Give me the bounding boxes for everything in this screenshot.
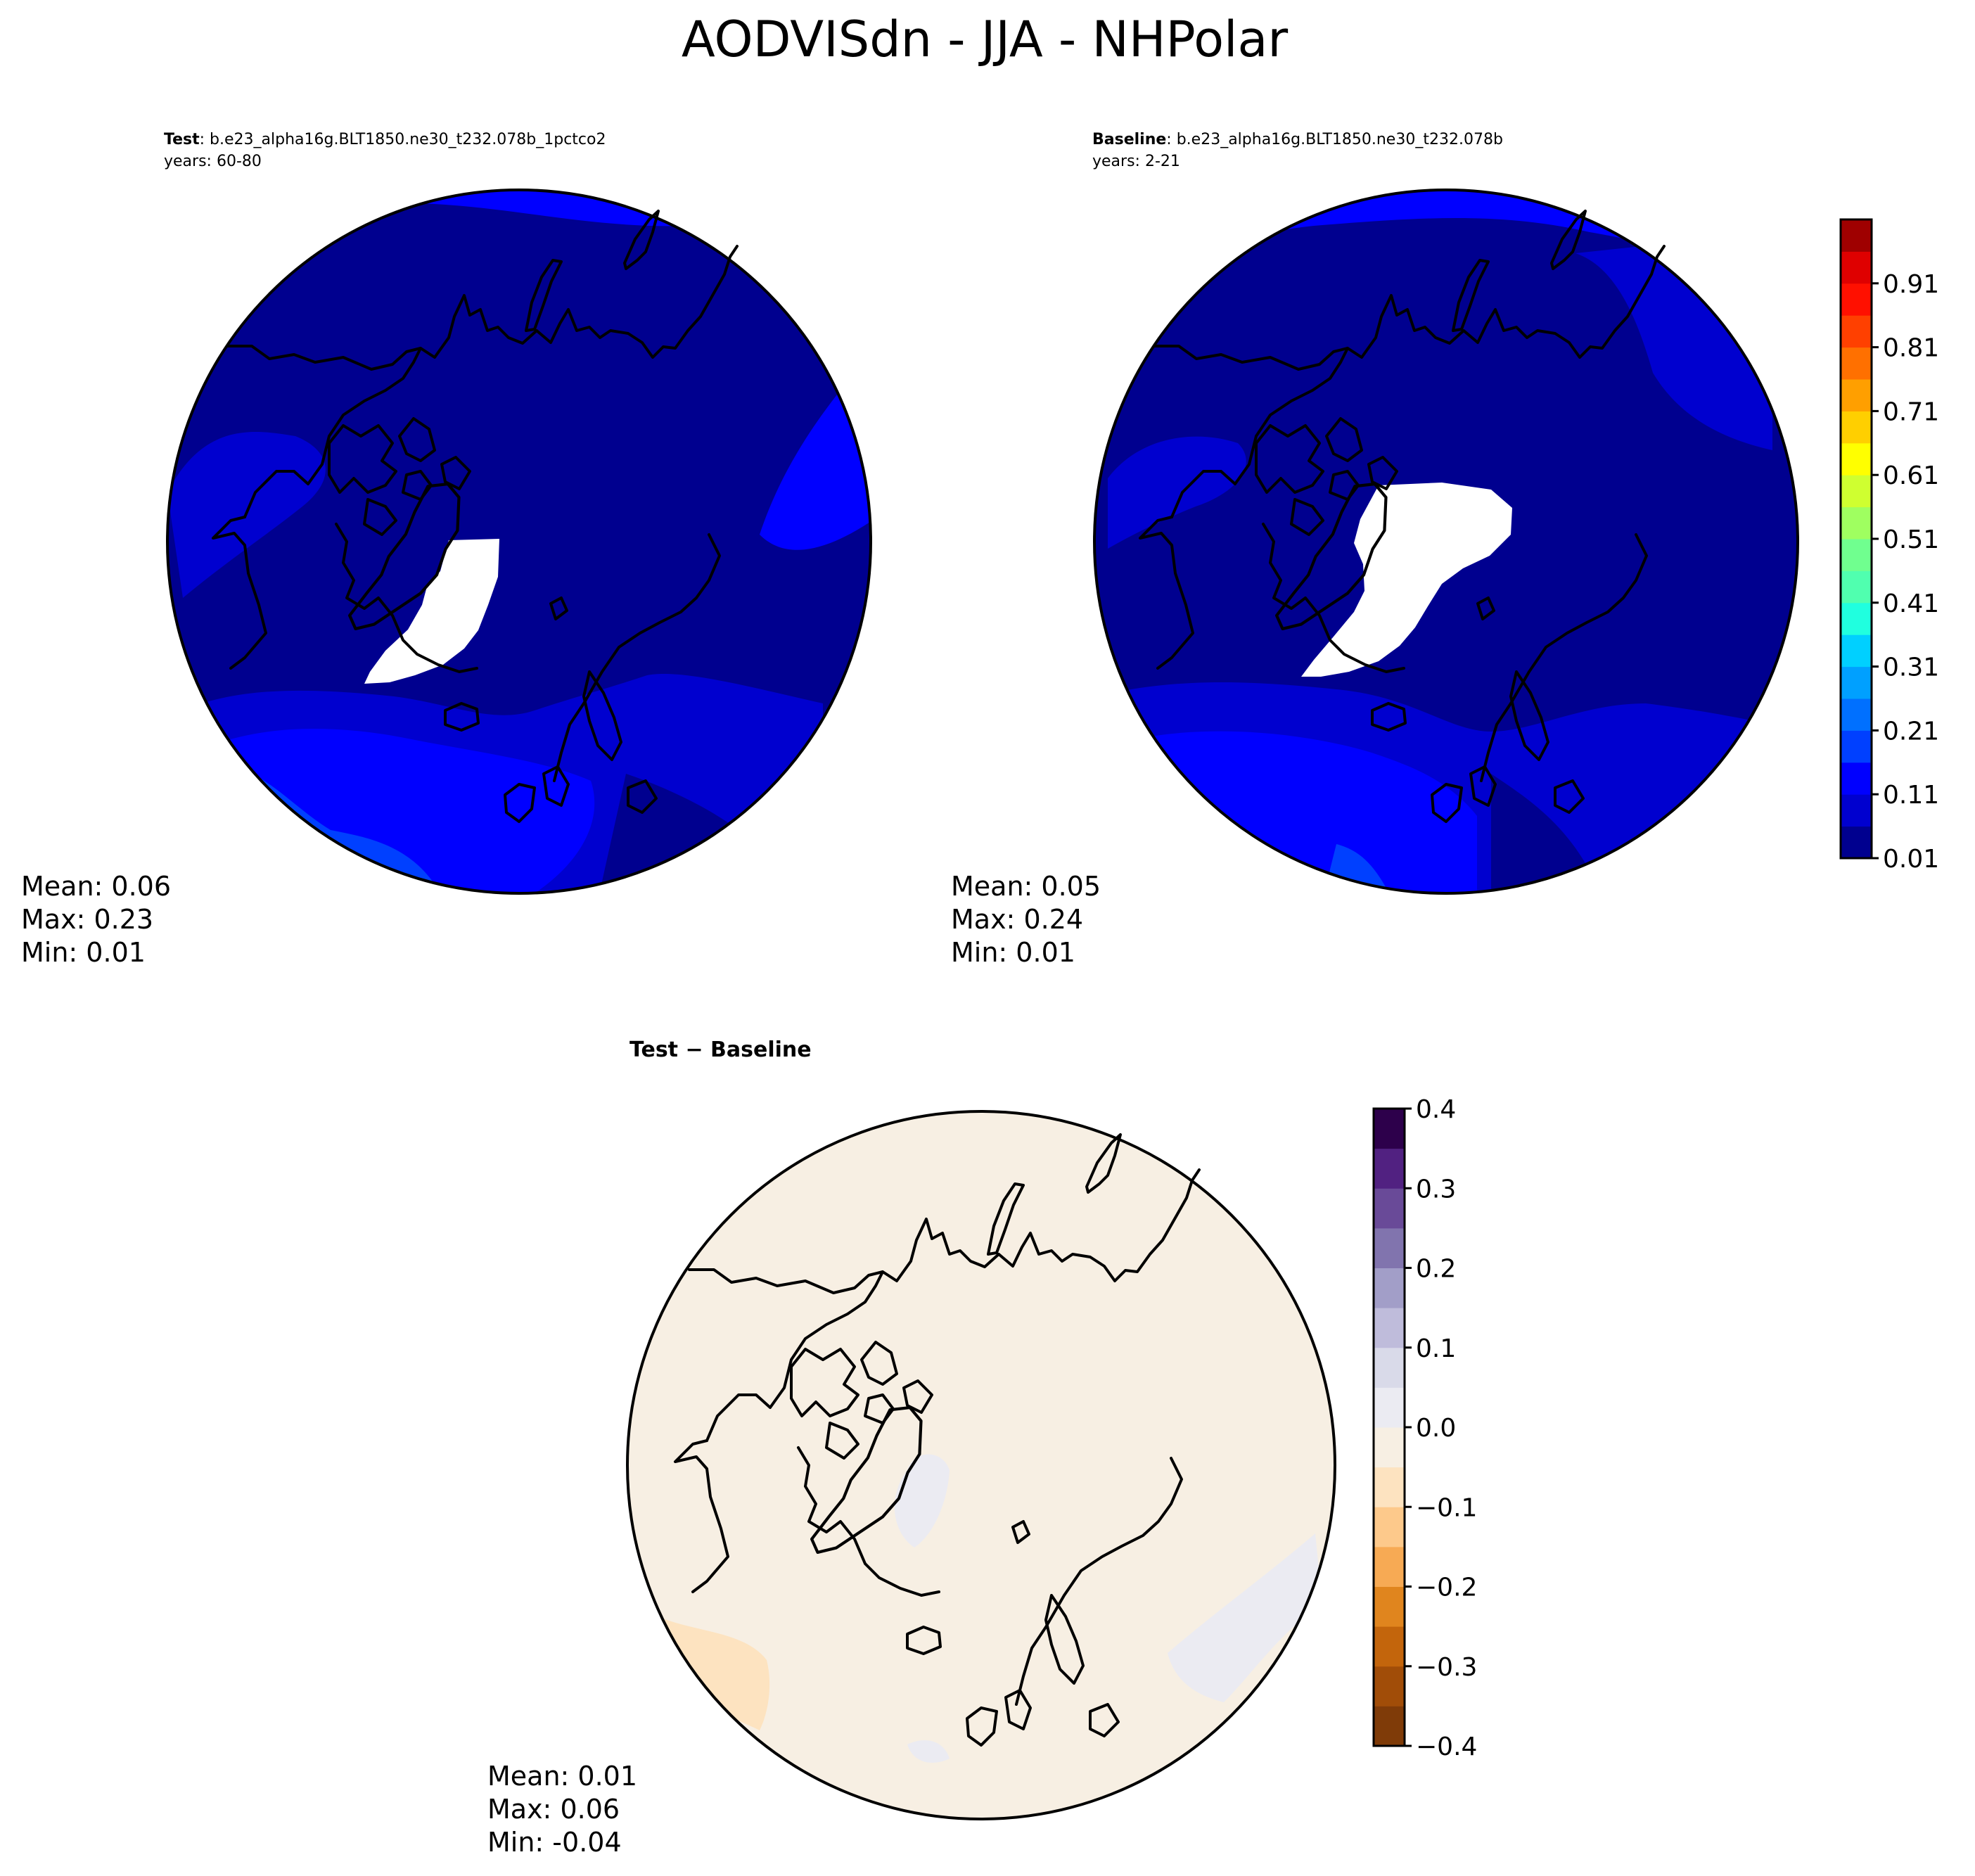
main-colorbar-swatch — [1841, 602, 1872, 635]
main-colorbar-swatch — [1841, 506, 1872, 540]
main-colorbar-swatch — [1841, 219, 1872, 252]
test-mean: Mean: 0.06 — [21, 871, 171, 902]
diff-colorbar-tick-label: 0.1 — [1416, 1334, 1456, 1363]
diff-colorbar-swatch — [1374, 1227, 1405, 1268]
diff-colorbar-tick-label: 0.0 — [1416, 1414, 1456, 1443]
panel-test: Test: b.e23_alpha16g.BLT1850.ne30_t232.0… — [21, 131, 872, 968]
diff-colorbar-swatch — [1374, 1706, 1405, 1747]
diff-colorbar-ticks: 0.4 0.3 0.2 0.1 0.0 −0.1 −0.2 −0.3 −0.4 — [1405, 1095, 1477, 1761]
main-colorbar-swatch — [1841, 283, 1872, 316]
diff-colorbar-swatch — [1374, 1626, 1405, 1667]
main-colorbar-tick-label: 0.41 — [1883, 589, 1939, 618]
main-colorbar-swatch — [1841, 762, 1872, 795]
main-colorbar-swatch — [1841, 570, 1872, 604]
diff-colorbar-swatch — [1374, 1308, 1405, 1348]
main-colorbar-tick-label: 0.31 — [1883, 653, 1939, 682]
main-colorbar-swatch — [1841, 730, 1872, 763]
diff-min: Min: -0.04 — [487, 1827, 622, 1858]
main-colorbar-tick-label: 0.81 — [1883, 334, 1939, 363]
panel-test-years: years: 60-80 — [164, 153, 262, 170]
panel-baseline-years: years: 2-21 — [1092, 153, 1180, 170]
diff-colorbar-swatch — [1374, 1109, 1405, 1149]
diff-colorbar-swatch — [1374, 1586, 1405, 1627]
main-colorbar: 0.01 0.11 0.21 0.31 0.41 0.51 0.61 0.71 0.81 0.91 — [1839, 218, 1939, 874]
diff-colorbar-swatch — [1374, 1148, 1405, 1189]
main-colorbar-swatches — [1841, 219, 1872, 859]
panel-difference: Test − Baseline Mean: 0.01 Max: 0.06 Min… — [487, 1038, 1336, 1858]
baseline-min: Min: 0.01 — [951, 937, 1075, 968]
figure-title: AODVISdn - JJA - NHPolar — [682, 11, 1289, 68]
test-map — [167, 190, 871, 893]
main-colorbar-swatch — [1841, 315, 1872, 348]
baseline-map-boundary — [1093, 189, 1799, 895]
panel-test-label: Test: b.e23_alpha16g.BLT1850.ne30_t232.0… — [164, 131, 606, 148]
panel-baseline: Baseline: b.e23_alpha16g.BLT1850.ne30_t2… — [951, 131, 1799, 968]
main-colorbar-tick-label: 0.51 — [1883, 525, 1939, 554]
main-colorbar-tick-label: 0.61 — [1883, 461, 1939, 490]
main-colorbar-swatch — [1841, 475, 1872, 508]
diff-max: Max: 0.06 — [487, 1794, 620, 1825]
main-colorbar-tick-label: 0.01 — [1883, 845, 1939, 874]
diff-colorbar-tick-label: 0.2 — [1416, 1255, 1456, 1284]
main-colorbar-swatch — [1841, 666, 1872, 699]
main-colorbar-swatch — [1841, 794, 1872, 827]
diff-colorbar-tick-label: −0.2 — [1416, 1574, 1477, 1602]
main-colorbar-tick-label: 0.21 — [1883, 717, 1939, 746]
diff-colorbar-tick-label: 0.4 — [1416, 1095, 1456, 1124]
baseline-max: Max: 0.24 — [951, 904, 1083, 935]
diff-colorbar-swatch — [1374, 1427, 1405, 1468]
main-colorbar-tick-label: 0.71 — [1883, 397, 1939, 426]
main-colorbar-swatch — [1841, 251, 1872, 284]
difference-map-boundary — [626, 1110, 1336, 1820]
test-min: Min: 0.01 — [21, 937, 146, 968]
main-colorbar-swatch — [1841, 634, 1872, 668]
panel-diff-label: Test − Baseline — [629, 1038, 812, 1062]
baseline-mean: Mean: 0.05 — [951, 871, 1101, 902]
main-colorbar-tick-label: 0.91 — [1883, 270, 1939, 299]
main-colorbar-swatch — [1841, 698, 1872, 731]
diff-colorbar-swatch — [1374, 1467, 1405, 1507]
main-colorbar-tick-label: 0.11 — [1883, 781, 1939, 810]
diff-colorbar-tick-label: −0.4 — [1416, 1733, 1477, 1761]
test-map-boundary — [166, 189, 872, 895]
main-colorbar-swatch — [1841, 379, 1872, 411]
test-max: Max: 0.23 — [21, 904, 153, 935]
main-colorbar-swatch — [1841, 539, 1872, 571]
difference-map — [627, 1111, 1335, 1819]
main-colorbar-ticks: 0.01 0.11 0.21 0.31 0.41 0.51 0.61 0.71 0.81 0.91 — [1872, 270, 1939, 874]
main-colorbar-swatch — [1841, 826, 1872, 859]
diff-colorbar-swatch — [1374, 1546, 1405, 1587]
diff-colorbar-swatch — [1374, 1666, 1405, 1706]
panel-baseline-label: Baseline: b.e23_alpha16g.BLT1850.ne30_t2… — [1092, 131, 1503, 148]
diff-colorbar-tick-label: 0.3 — [1416, 1175, 1456, 1204]
main-colorbar-swatch — [1841, 411, 1872, 444]
diff-colorbar: 0.4 0.3 0.2 0.1 0.0 −0.1 −0.2 −0.3 −0.4 — [1372, 1095, 1477, 1761]
diff-colorbar-swatches — [1374, 1109, 1405, 1747]
diff-colorbar-swatch — [1374, 1268, 1405, 1308]
diff-mean: Mean: 0.01 — [487, 1761, 637, 1792]
diff-colorbar-swatch — [1374, 1507, 1405, 1548]
main-colorbar-swatch — [1841, 347, 1872, 380]
main-colorbar-swatch — [1841, 442, 1872, 476]
diff-colorbar-tick-label: −0.1 — [1416, 1493, 1477, 1522]
diff-colorbar-swatch — [1374, 1188, 1405, 1229]
diff-colorbar-tick-label: −0.3 — [1416, 1653, 1477, 1682]
diff-colorbar-swatch — [1374, 1387, 1405, 1428]
diff-colorbar-swatch — [1374, 1347, 1405, 1388]
